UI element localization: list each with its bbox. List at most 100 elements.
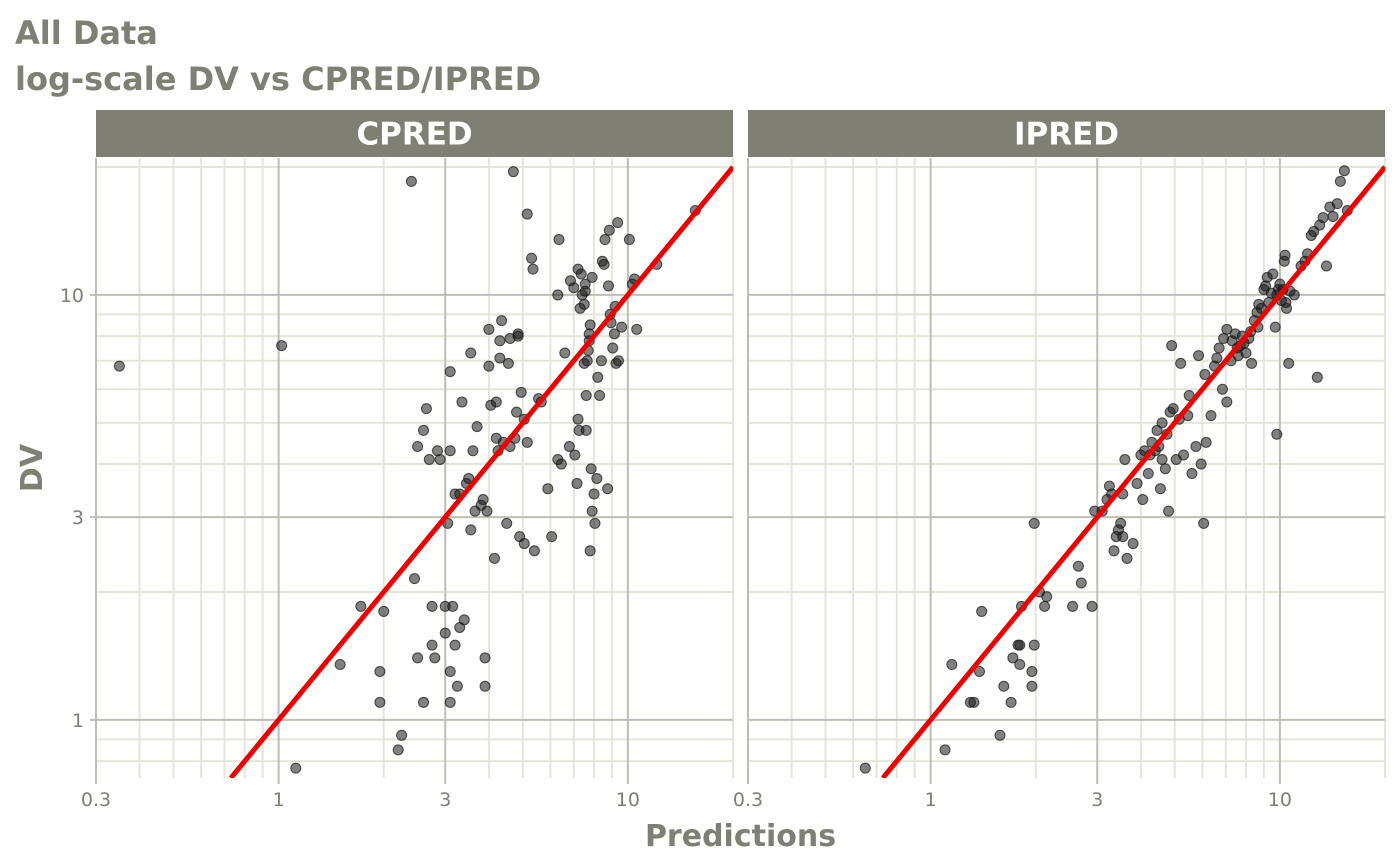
- data-point: [1041, 591, 1053, 603]
- data-point: [612, 355, 624, 367]
- data-point: [490, 396, 502, 408]
- data-point: [939, 744, 951, 756]
- data-point: [1154, 483, 1166, 495]
- data-point: [581, 355, 593, 367]
- x-tick-label: 10: [1268, 789, 1292, 811]
- data-point: [612, 217, 624, 229]
- data-point: [1142, 468, 1154, 480]
- data-point: [409, 573, 421, 585]
- facet-strip: [96, 110, 733, 157]
- data-point: [444, 366, 456, 378]
- identity-line: [880, 165, 1385, 778]
- data-point: [451, 680, 463, 692]
- data-point: [1338, 165, 1350, 177]
- data-point: [585, 463, 597, 475]
- data-point: [586, 271, 598, 283]
- data-point: [405, 175, 417, 187]
- data-point: [426, 600, 438, 612]
- data-point: [528, 545, 540, 557]
- data-point: [396, 729, 408, 741]
- data-point: [571, 477, 583, 489]
- x-tick-label: 3: [1091, 789, 1103, 811]
- data-point: [527, 263, 539, 275]
- panel-ipred: IPRED 0.3 1 3 10: [733, 110, 1386, 811]
- data-point: [496, 315, 508, 327]
- data-point: [608, 328, 620, 340]
- data-point: [589, 517, 601, 529]
- data-point: [471, 421, 483, 433]
- data-point: [572, 413, 584, 425]
- x-axis-title: Predictions: [645, 819, 836, 854]
- data-point: [290, 762, 302, 774]
- identity-line: [228, 165, 733, 778]
- data-point: [412, 652, 424, 664]
- data-point: [374, 665, 386, 677]
- data-point: [463, 472, 475, 484]
- data-point: [429, 652, 441, 664]
- data-point: [515, 386, 527, 398]
- x-tick-label: 1: [925, 789, 937, 811]
- data-point: [1131, 477, 1143, 489]
- data-point: [483, 323, 495, 335]
- y-axis: 1 3 10: [60, 285, 96, 732]
- data-point: [968, 696, 980, 708]
- data-point: [1156, 453, 1168, 465]
- data-point: [479, 680, 491, 692]
- grid-lines: [95, 158, 734, 778]
- data-point: [1281, 302, 1293, 314]
- data-point: [1279, 249, 1291, 261]
- data-point: [1178, 449, 1190, 461]
- data-point: [444, 445, 456, 457]
- data-point: [483, 360, 495, 372]
- data-point: [1163, 505, 1175, 517]
- grid-lines: [747, 158, 1386, 778]
- data-point: [1186, 468, 1198, 480]
- data-point: [631, 323, 643, 335]
- data-point: [1216, 383, 1228, 395]
- data-point: [1267, 268, 1279, 280]
- data-point: [1195, 458, 1207, 470]
- data-point: [602, 280, 614, 292]
- data-point: [598, 258, 610, 270]
- data-point: [973, 665, 985, 677]
- data-point: [501, 517, 513, 529]
- data-point: [568, 282, 580, 294]
- data-point: [465, 347, 477, 359]
- data-point: [569, 449, 581, 461]
- data-point: [594, 389, 606, 401]
- data-point: [1121, 552, 1133, 564]
- data-point: [465, 524, 477, 536]
- data-point: [488, 552, 500, 564]
- facet-strip: [748, 110, 1385, 157]
- data-point: [588, 488, 600, 500]
- data-point: [563, 440, 575, 452]
- data-points: [113, 166, 701, 774]
- data-point: [1269, 321, 1281, 333]
- data-point: [1213, 342, 1225, 354]
- data-point: [392, 744, 404, 756]
- data-point: [439, 627, 451, 639]
- facet-strip-label: CPRED: [356, 117, 472, 153]
- data-point: [595, 355, 607, 367]
- data-point: [623, 234, 635, 246]
- data-point: [580, 389, 592, 401]
- data-point: [1151, 424, 1163, 436]
- data-point: [1005, 696, 1017, 708]
- y-tick-label: 3: [72, 507, 84, 529]
- data-point: [1117, 531, 1129, 543]
- data-point: [946, 659, 958, 671]
- data-point: [575, 268, 587, 280]
- data-point: [1119, 453, 1131, 465]
- data-point: [1028, 517, 1040, 529]
- data-point: [334, 659, 346, 671]
- data-point: [607, 342, 619, 354]
- data-point: [1137, 494, 1149, 506]
- y-tick-label: 10: [60, 285, 84, 307]
- data-point: [1007, 652, 1019, 664]
- data-point: [976, 605, 988, 617]
- data-point: [1115, 517, 1127, 529]
- data-point: [1321, 260, 1333, 272]
- data-point: [1205, 410, 1217, 422]
- data-point: [580, 424, 592, 436]
